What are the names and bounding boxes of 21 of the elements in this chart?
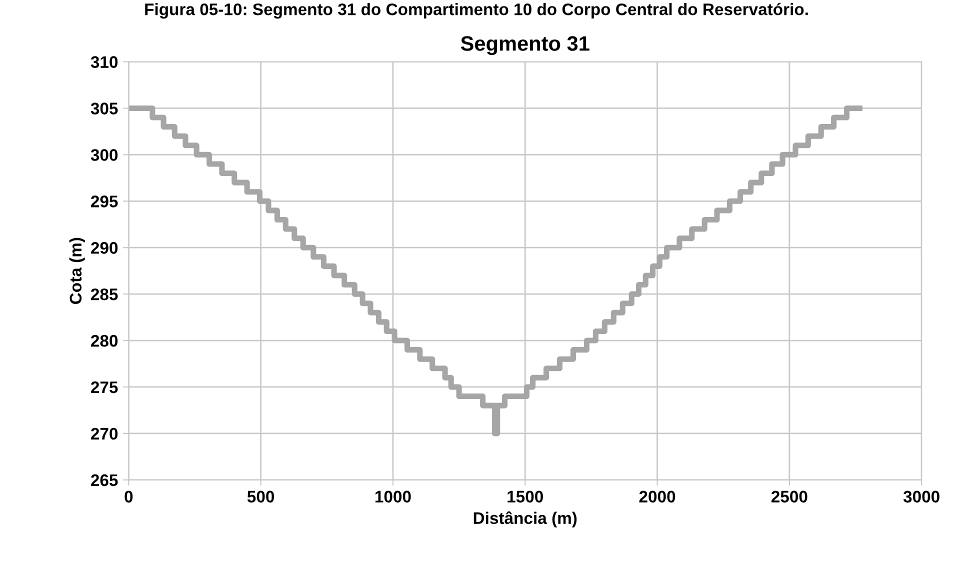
y-tick-label: 275 xyxy=(91,381,118,394)
x-tick-label: 1500 xyxy=(508,490,543,503)
y-axis-title: Cota (m) xyxy=(69,238,85,304)
text: Figura 05-10: Segmento 31 do Compartimento 10 do Corpo Central do Reservatório. xyxy=(145,2,808,19)
y-tick-label: 265 xyxy=(91,474,118,486)
x-tick-label: 3000 xyxy=(903,490,940,503)
y-tick-label: 285 xyxy=(91,288,118,300)
x-axis-title: Distância (m) xyxy=(474,511,577,528)
y-tick-label: 300 xyxy=(90,149,118,161)
y-tick-label: 305 xyxy=(90,102,118,114)
y-tick-label: 310 xyxy=(90,56,118,68)
y-tick-label: 280 xyxy=(91,334,118,347)
x-tick-label: 1000 xyxy=(375,490,411,503)
y-tick-label: 295 xyxy=(91,196,118,208)
x-tick-label: 2000 xyxy=(639,490,676,503)
x-tick-label: 2500 xyxy=(771,490,808,503)
x-tick-label: 0 xyxy=(124,490,133,503)
chart-title: Segmento 31 xyxy=(460,36,590,56)
x-tick-label: 500 xyxy=(247,490,274,503)
y-tick-label: 290 xyxy=(91,242,118,254)
y-tick-label: 270 xyxy=(91,428,118,440)
